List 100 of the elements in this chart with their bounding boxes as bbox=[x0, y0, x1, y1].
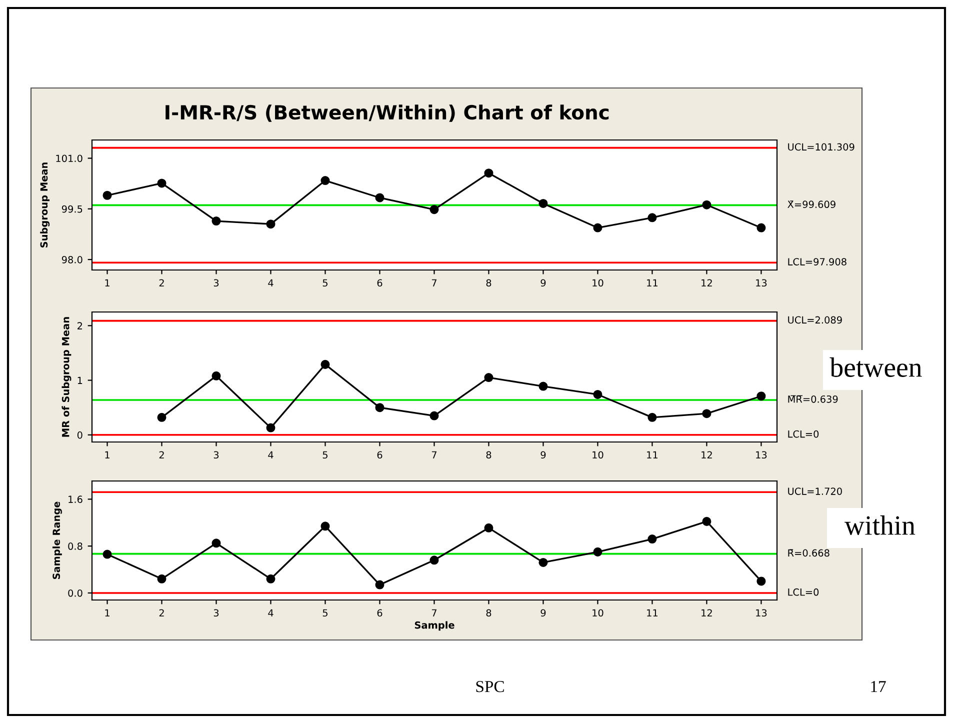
x-tick-label: 6 bbox=[377, 279, 382, 287]
text: between bbox=[830, 357, 922, 377]
ref-line-label: UCL=2.089 bbox=[788, 316, 842, 324]
point bbox=[538, 558, 548, 567]
y-axis-title: Sample Range bbox=[52, 502, 62, 580]
x-tick-label: 11 bbox=[647, 451, 658, 458]
text: 17 bbox=[871, 681, 886, 692]
y-tick-label: 0.0 bbox=[68, 589, 82, 597]
point bbox=[102, 190, 112, 200]
x-tick-label: 12 bbox=[702, 609, 712, 616]
x-tick-label: 9 bbox=[540, 451, 546, 459]
point bbox=[702, 409, 712, 418]
x-tick-label: 2 bbox=[159, 279, 164, 286]
ref-line-label: UCL=1.720 bbox=[788, 488, 842, 495]
x-tick-label: 9 bbox=[540, 609, 546, 617]
point bbox=[375, 193, 384, 202]
ref-line-label: LCL=97.908 bbox=[788, 258, 846, 266]
y-tick-label: 1.6 bbox=[68, 496, 82, 504]
x-tick-label: 10 bbox=[592, 279, 604, 287]
x-tick-label: 3 bbox=[214, 279, 219, 287]
point bbox=[593, 390, 602, 399]
point bbox=[430, 411, 439, 420]
x-axis-title: Sample bbox=[414, 621, 454, 631]
y-axis-title: Subgroup Mean bbox=[40, 162, 50, 248]
x-tick-label: 8 bbox=[486, 451, 492, 459]
ref-line-label: LCL=0 bbox=[788, 430, 819, 438]
point bbox=[375, 580, 384, 590]
point bbox=[648, 213, 657, 222]
x-tick-label: 10 bbox=[592, 451, 604, 459]
point bbox=[484, 373, 494, 382]
point bbox=[756, 392, 766, 401]
x-tick-label: 11 bbox=[647, 279, 658, 286]
point bbox=[212, 371, 221, 380]
point bbox=[320, 522, 330, 531]
point bbox=[157, 412, 166, 422]
point bbox=[157, 178, 166, 188]
x-tick-label: 4 bbox=[268, 451, 274, 458]
x-tick-label: 2 bbox=[159, 609, 164, 616]
text: SPC bbox=[476, 680, 504, 692]
point bbox=[430, 205, 439, 214]
x-tick-label: 1 bbox=[105, 279, 110, 286]
x-tick-label: 3 bbox=[214, 609, 219, 617]
point bbox=[266, 423, 276, 432]
x-tick-label: 3 bbox=[214, 451, 219, 459]
text: within bbox=[844, 515, 916, 535]
point bbox=[702, 516, 712, 526]
point bbox=[538, 382, 548, 391]
y-tick-label: 98.0 bbox=[62, 256, 82, 264]
ref-line-label: X̄=99.609 bbox=[788, 200, 836, 208]
point bbox=[484, 523, 494, 532]
y-tick-label: 101.0 bbox=[56, 154, 82, 162]
x-tick-label: 5 bbox=[322, 279, 328, 287]
y-tick-label: 0 bbox=[77, 431, 82, 439]
x-tick-label: 4 bbox=[268, 609, 274, 616]
x-tick-label: 11 bbox=[647, 609, 658, 616]
y-tick-label: 2 bbox=[78, 322, 82, 330]
point bbox=[702, 200, 712, 210]
x-tick-label: 6 bbox=[377, 609, 382, 617]
x-tick-label: 7 bbox=[432, 279, 436, 286]
point bbox=[756, 223, 766, 232]
y-tick-label: 1 bbox=[78, 376, 82, 384]
x-tick-label: 4 bbox=[268, 279, 274, 286]
point bbox=[538, 198, 548, 208]
point bbox=[484, 168, 494, 178]
ref-line-label: R̄=0.668 bbox=[788, 549, 830, 557]
point bbox=[375, 403, 384, 412]
x-tick-label: 5 bbox=[322, 609, 328, 617]
x-tick-label: 1 bbox=[105, 451, 110, 458]
x-tick-label: 7 bbox=[432, 609, 436, 616]
point bbox=[320, 360, 330, 369]
y-tick-label: 0.8 bbox=[68, 542, 82, 550]
x-tick-label: 6 bbox=[377, 451, 382, 459]
x-tick-label: 8 bbox=[486, 279, 492, 287]
point bbox=[593, 223, 602, 232]
x-tick-label: 13 bbox=[756, 279, 767, 287]
y-axis-title: MR of Subgroup Mean bbox=[62, 317, 72, 437]
ref-line-label: UCL=101.309 bbox=[788, 143, 854, 151]
point bbox=[102, 550, 112, 559]
point bbox=[648, 412, 657, 422]
x-tick-label: 1 bbox=[105, 609, 110, 616]
y-tick-label: 99.5 bbox=[62, 205, 82, 213]
x-tick-label: 10 bbox=[592, 609, 604, 617]
point bbox=[593, 547, 602, 556]
ref-line-label: M̅R̅=0.639 bbox=[788, 395, 838, 403]
point bbox=[157, 574, 166, 584]
point bbox=[212, 538, 221, 548]
x-tick-label: 12 bbox=[702, 451, 712, 458]
point bbox=[430, 556, 439, 565]
chart-title: I-MR-R/S (Between/Within) Chart of konc bbox=[166, 104, 609, 122]
x-tick-label: 7 bbox=[432, 451, 436, 458]
ref-line-label: LCL=0 bbox=[788, 588, 819, 596]
point bbox=[756, 576, 766, 586]
x-tick-label: 5 bbox=[322, 451, 328, 459]
x-tick-label: 12 bbox=[702, 279, 712, 286]
point bbox=[212, 216, 221, 226]
x-tick-label: 2 bbox=[159, 451, 164, 458]
x-tick-label: 13 bbox=[756, 451, 767, 459]
x-tick-label: 13 bbox=[756, 609, 767, 617]
x-tick-label: 8 bbox=[486, 609, 492, 617]
point bbox=[320, 176, 330, 186]
